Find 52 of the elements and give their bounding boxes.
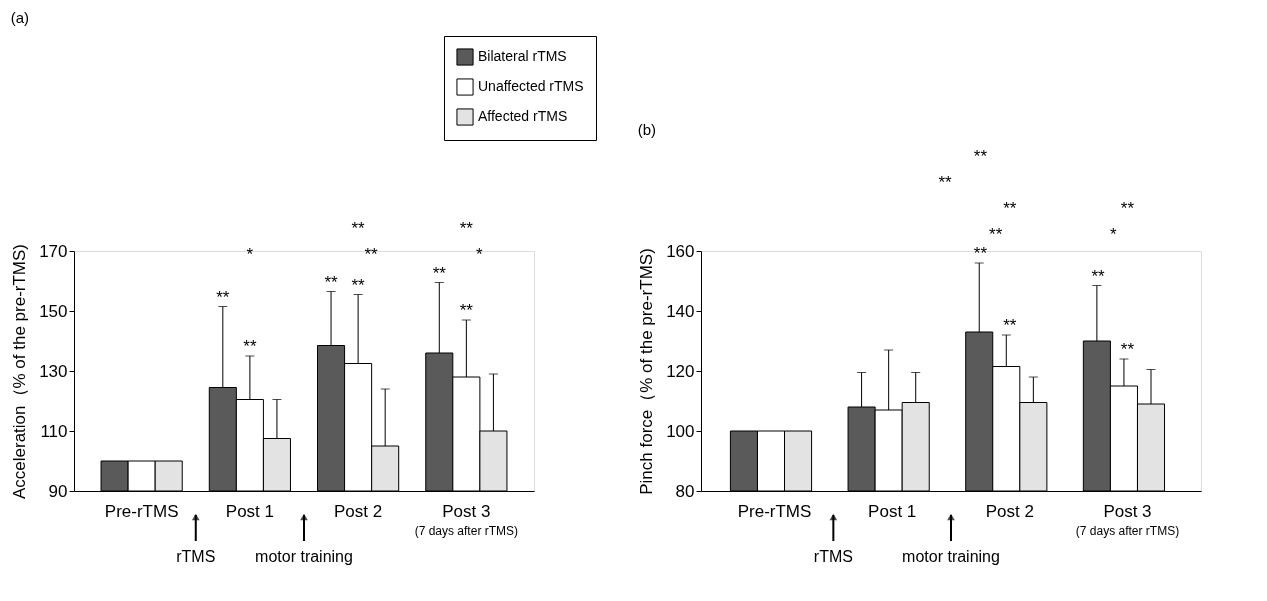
y-tick-label: 80: [675, 481, 695, 501]
y-tick-label: 90: [48, 481, 68, 501]
annotation: **: [1091, 266, 1106, 286]
text: rTMS: [813, 548, 853, 565]
annotation: **: [216, 287, 230, 307]
x-tick-label: Post 3: [1103, 501, 1152, 521]
x-tick-label: Post 2: [334, 501, 383, 521]
annotation: *: [476, 244, 484, 264]
legend-label: Affected rTMS: [478, 108, 568, 124]
text: **: [1003, 199, 1017, 218]
legend-label: Unaffected rTMS: [478, 78, 584, 94]
y-tick-label: 110: [40, 421, 68, 441]
x-tick-label: Post 3: [442, 501, 491, 521]
x-tick-label: Pre-rTMS: [104, 501, 179, 521]
y-tick-label: 160: [666, 241, 695, 261]
text: (7 days after rTMS): [414, 524, 519, 538]
text: motor training: [255, 548, 353, 565]
annotation: **: [243, 337, 257, 356]
text: (7 days after rTMS): [1075, 524, 1180, 538]
x-tick-label: Post 2: [985, 501, 1034, 521]
text: **: [973, 147, 988, 166]
x-tick-label: Post 1: [868, 501, 917, 521]
text: **: [1120, 199, 1135, 218]
annotation: *: [246, 244, 254, 264]
text: **: [459, 218, 474, 238]
chart-title: (a): [10, 8, 29, 26]
y-tick-label: 140: [666, 301, 695, 321]
y-tick-label: 120: [666, 361, 695, 381]
annotation: **: [459, 301, 474, 320]
text: **: [989, 225, 1003, 244]
y-tick-label: 170: [39, 241, 68, 261]
annotation: **: [973, 244, 988, 263]
legend-label: Bilateral rTMS: [478, 48, 567, 64]
y-tick-label: 150: [39, 301, 68, 321]
text: **: [938, 173, 953, 192]
annotation: **: [1003, 316, 1017, 335]
chart-title: (b): [637, 121, 656, 138]
text: *: [1110, 225, 1118, 244]
annotation: **: [324, 272, 339, 292]
annotation: **: [351, 275, 366, 295]
text: **: [351, 218, 366, 238]
annotation: **: [432, 263, 447, 283]
y-tick-label: 100: [666, 421, 695, 441]
x-tick-label: Post 1: [225, 501, 274, 521]
annotation: **: [1120, 340, 1135, 359]
y-axis-title: Acceleration（% of the pre-rTMS): [10, 243, 30, 500]
y-axis-title: Pinch force（% of the pre-rTMS): [637, 248, 657, 495]
text: motor training: [902, 548, 1000, 565]
annotation: **: [364, 244, 379, 264]
y-tick-label: 130: [39, 361, 68, 381]
x-tick-label: Pre-rTMS: [737, 501, 812, 521]
text: rTMS: [176, 548, 216, 565]
